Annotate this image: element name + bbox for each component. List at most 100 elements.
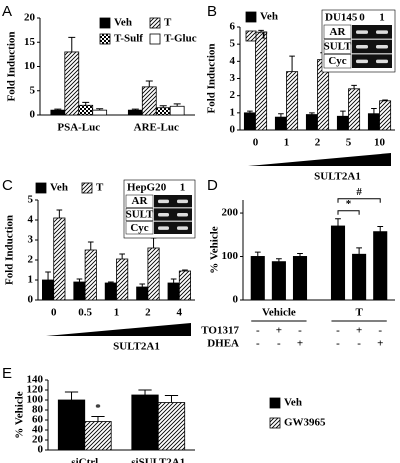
y-tick-label: 0 bbox=[28, 294, 34, 306]
legend-label: T bbox=[164, 17, 172, 29]
bar bbox=[178, 270, 192, 301]
bar bbox=[292, 256, 308, 301]
gel bbox=[352, 25, 392, 39]
legend-label: T bbox=[96, 182, 104, 194]
error-bar bbox=[309, 112, 315, 115]
bar bbox=[147, 247, 160, 301]
bar bbox=[92, 109, 108, 116]
bar bbox=[250, 256, 265, 301]
significance-bracket bbox=[337, 198, 381, 203]
inset-row-box bbox=[323, 54, 352, 69]
error-bar bbox=[182, 269, 188, 271]
gel-band bbox=[177, 199, 188, 204]
inset-lane-label: 1 bbox=[180, 182, 186, 194]
gradient-wedge bbox=[46, 323, 191, 336]
bar bbox=[169, 105, 185, 116]
inset-lane-label: 0 bbox=[161, 182, 167, 194]
y-tick-label: 200 bbox=[222, 207, 239, 219]
error-bar bbox=[276, 258, 282, 262]
legend-swatch bbox=[99, 33, 111, 45]
bar bbox=[243, 112, 256, 131]
error-bar bbox=[145, 80, 153, 87]
legend-label: T-Sulf bbox=[114, 33, 143, 45]
y-tick-label: 4 bbox=[28, 214, 34, 226]
group-label: Vehicle bbox=[262, 307, 296, 319]
panel-label: D bbox=[207, 177, 218, 194]
legend-label: Veh bbox=[284, 397, 302, 409]
inset-row-box bbox=[323, 24, 352, 39]
legend-swatch bbox=[99, 17, 111, 29]
y-tick-label: 120 bbox=[27, 384, 44, 396]
error-bar bbox=[247, 110, 253, 113]
gel-band bbox=[356, 59, 368, 64]
inset-row-box bbox=[323, 39, 352, 54]
y-tick-label: 15 bbox=[24, 36, 36, 48]
legend-swatch bbox=[149, 33, 161, 45]
x-tick-label: PSA-Luc bbox=[57, 122, 100, 134]
bar bbox=[336, 115, 349, 131]
error-bar bbox=[297, 252, 303, 257]
legend-swatch bbox=[35, 182, 47, 194]
treatment-sign: - bbox=[336, 325, 340, 337]
y-axis-label: % Vehicle bbox=[14, 391, 26, 438]
legend-label: Veh bbox=[114, 17, 132, 29]
bar bbox=[348, 88, 361, 131]
gel bbox=[352, 39, 392, 54]
error-bar bbox=[131, 108, 139, 111]
error-bar bbox=[254, 251, 261, 257]
y-tick-label: 100 bbox=[222, 250, 239, 262]
y-tick-label: 10 bbox=[24, 60, 36, 72]
error-bar bbox=[91, 416, 105, 422]
bar bbox=[64, 51, 80, 116]
error-bar bbox=[87, 241, 94, 250]
treatment-sign: + bbox=[297, 338, 303, 350]
gel-band bbox=[158, 226, 169, 230]
inset-lane-label: 0 bbox=[359, 12, 365, 24]
bar bbox=[367, 113, 380, 131]
x-tick-label: 2 bbox=[145, 307, 151, 319]
x-tick-label: siSULT2A1 bbox=[131, 457, 185, 463]
error-bar bbox=[335, 218, 341, 227]
bar bbox=[41, 279, 55, 301]
error-bar bbox=[173, 103, 181, 107]
bar bbox=[155, 107, 171, 116]
gradient-wedge bbox=[248, 153, 391, 166]
panel-label: B bbox=[207, 3, 217, 20]
bar bbox=[84, 421, 112, 451]
x-tick-label: ARE-Luc bbox=[134, 122, 179, 134]
y-tick-label: 20 bbox=[32, 434, 44, 446]
gel-band bbox=[376, 30, 388, 34]
y-axis-label: % Vehicle bbox=[209, 226, 221, 273]
legend-label: Veh bbox=[260, 11, 278, 23]
x-tick-label: 5 bbox=[346, 137, 352, 149]
error-bar bbox=[170, 278, 177, 283]
inset-row-box bbox=[125, 208, 154, 221]
error-bar bbox=[119, 253, 125, 259]
gel bbox=[154, 195, 192, 208]
y-tick-label: 6 bbox=[230, 21, 236, 33]
treatment-sign: - bbox=[336, 338, 340, 350]
error-bar bbox=[45, 271, 51, 280]
error-bar bbox=[377, 226, 384, 232]
inset-title: HepG2 bbox=[127, 182, 161, 194]
treatment-sign: - bbox=[256, 325, 260, 337]
y-tick-label: 40 bbox=[32, 424, 44, 436]
error-bar bbox=[351, 84, 357, 89]
y-tick-label: 3 bbox=[28, 234, 34, 246]
bar bbox=[379, 100, 392, 131]
inset-row-label: AR bbox=[132, 195, 149, 207]
y-tick-label: 140 bbox=[27, 374, 44, 386]
x-tick-label: 10 bbox=[374, 137, 386, 149]
bar bbox=[53, 217, 66, 301]
gel bbox=[352, 54, 392, 68]
legend-swatch bbox=[81, 182, 93, 194]
error-bar bbox=[150, 237, 157, 248]
bar bbox=[373, 231, 388, 301]
inset-lane-label: 1 bbox=[379, 12, 385, 24]
y-axis-label: Fold Induction bbox=[206, 44, 218, 114]
error-bar bbox=[82, 101, 90, 106]
error-bar bbox=[159, 105, 167, 108]
bar bbox=[84, 249, 97, 301]
x-tick-label: 1 bbox=[284, 137, 290, 149]
